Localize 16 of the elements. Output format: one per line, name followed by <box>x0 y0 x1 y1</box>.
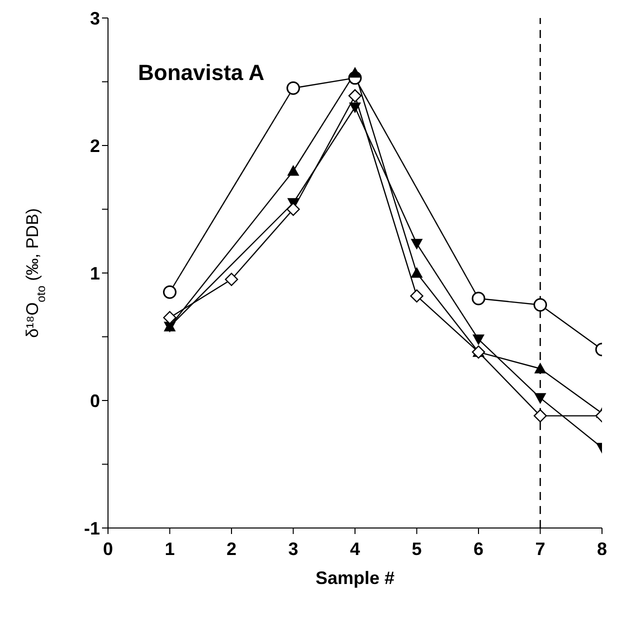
x-tick-label: 3 <box>288 538 298 559</box>
x-axis-title: Sample # <box>315 568 395 588</box>
x-tick-label: 4 <box>350 538 360 559</box>
x-tick-label: 1 <box>164 538 175 559</box>
x-tick-label: 8 <box>596 538 608 559</box>
x-tick-label: 7 <box>535 538 546 559</box>
y-tick-label: 1 <box>90 263 100 284</box>
y-tick-label: -1 <box>84 518 100 538</box>
text: Bonavista A <box>138 60 264 86</box>
y-tick-label: 3 <box>90 8 100 28</box>
y-tick-label: 2 <box>90 136 100 156</box>
y-tick-label: 0 <box>90 390 100 411</box>
x-tick-label: 0 <box>102 538 114 559</box>
x-tick-label: 6 <box>473 538 484 559</box>
x-tick-label: 5 <box>412 538 422 559</box>
x-tick-label: 2 <box>226 538 237 559</box>
